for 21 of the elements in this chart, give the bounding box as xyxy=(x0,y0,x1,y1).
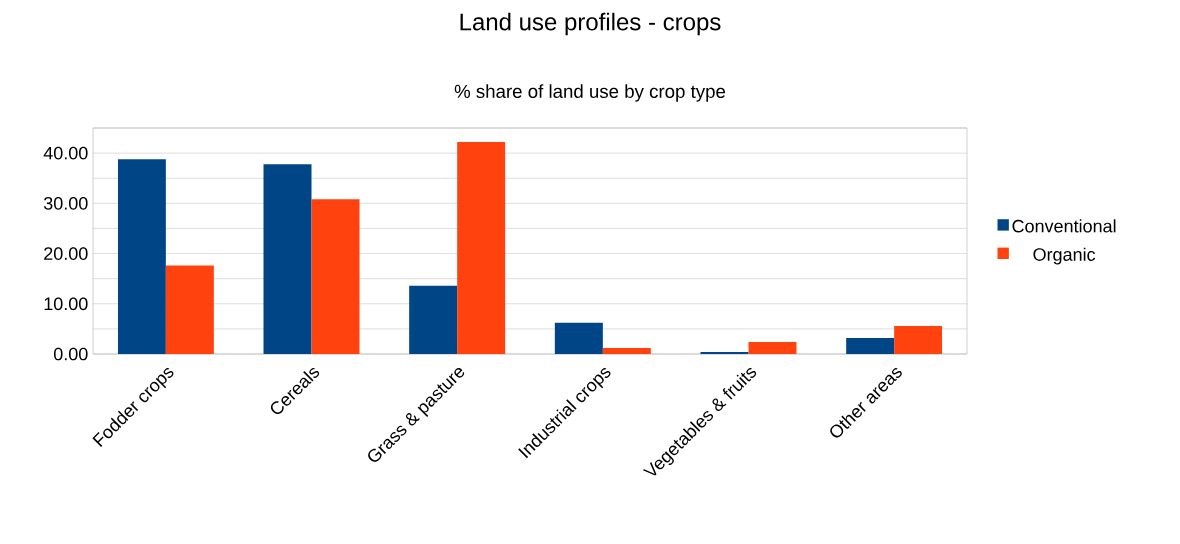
bar xyxy=(700,351,749,354)
y-tick-label: 40.00 xyxy=(43,146,88,160)
legend-label: Organic xyxy=(1033,247,1096,265)
bar xyxy=(846,337,895,354)
legend-label: Conventional xyxy=(1012,219,1116,233)
bar xyxy=(311,199,360,354)
chart-subtitle: % share of land use by crop type xyxy=(454,84,726,102)
y-tick-label: 20.00 xyxy=(44,247,88,260)
bar xyxy=(409,285,458,354)
y-tick-label: 0.00 xyxy=(53,347,88,361)
y-tick-label: 10.00 xyxy=(44,297,88,311)
bar xyxy=(457,142,506,354)
bar xyxy=(117,159,166,354)
bar xyxy=(165,265,214,354)
y-tick-label: 30.00 xyxy=(43,196,88,210)
bar xyxy=(263,164,312,354)
bar xyxy=(554,322,603,354)
chart-title: Land use profiles - crops xyxy=(460,12,721,36)
bar xyxy=(748,341,797,354)
bar xyxy=(602,347,651,354)
bar xyxy=(894,325,943,354)
